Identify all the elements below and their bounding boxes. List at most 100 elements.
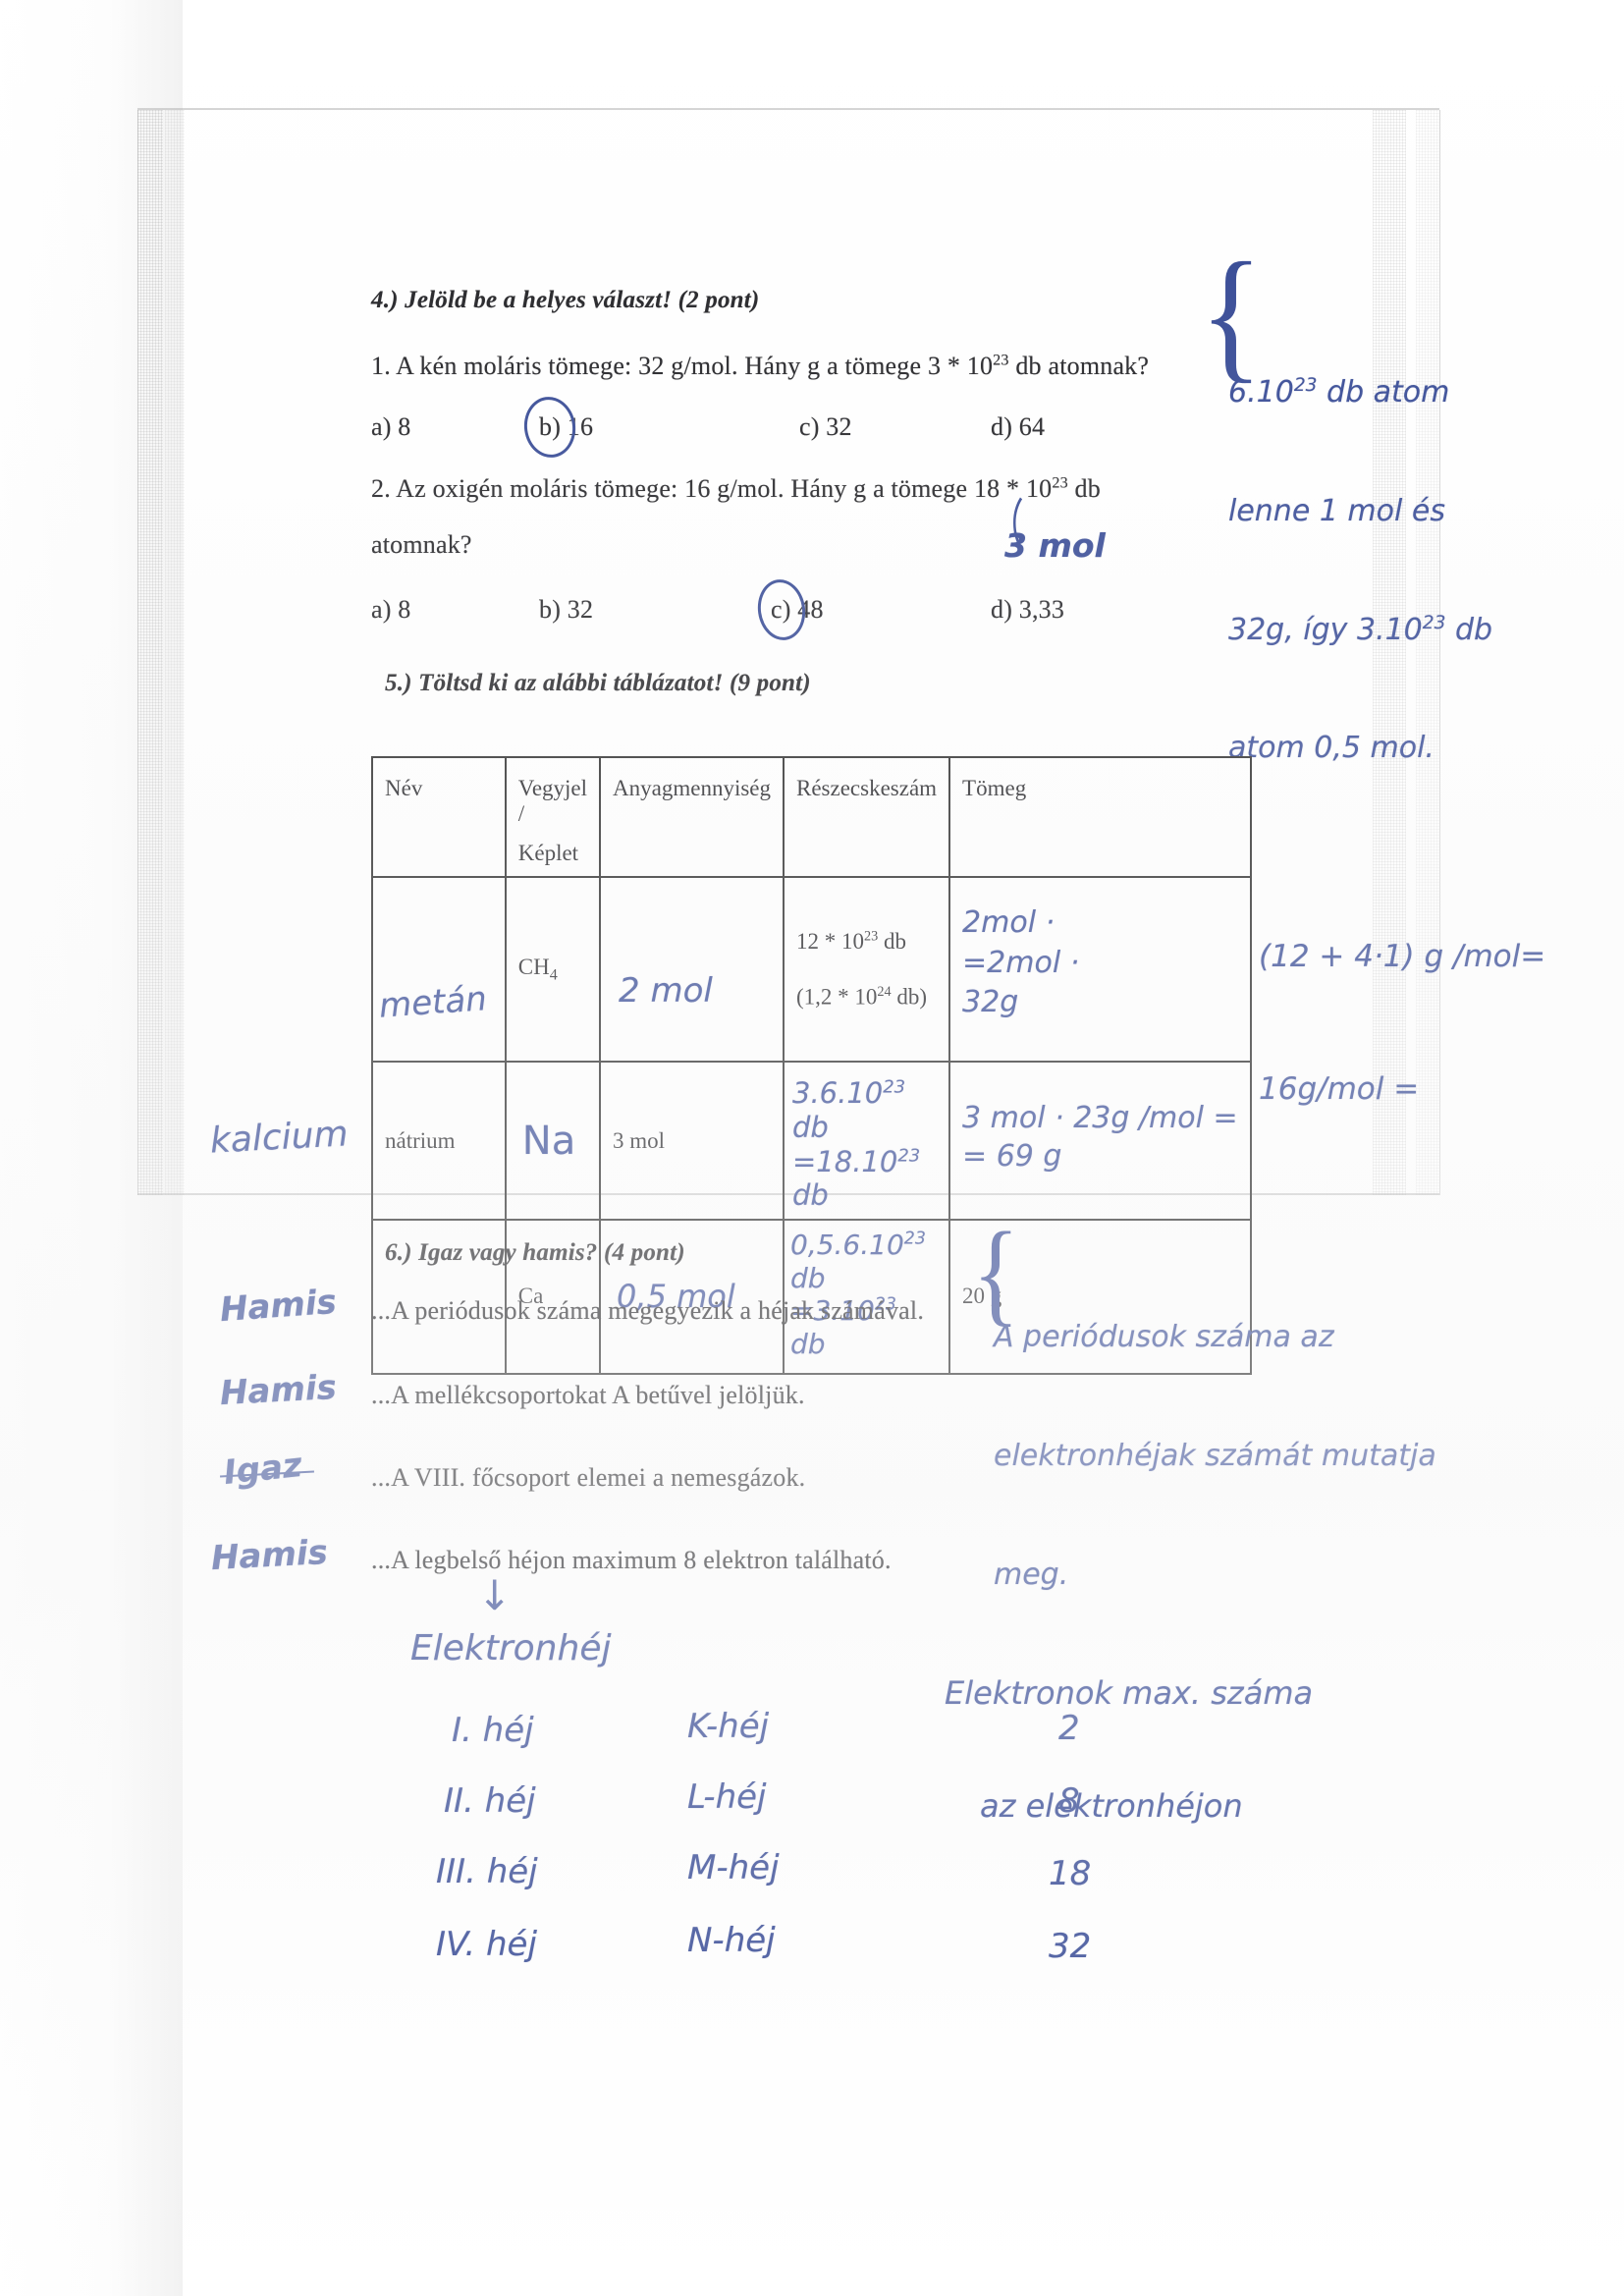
cell-reszecskeszam-metan-line2-exponent: 24 bbox=[877, 984, 892, 1000]
task4-margin-note-line1-c: db atom bbox=[1317, 375, 1450, 410]
task4-margin-note-line1: 6.1023 db atom bbox=[1228, 373, 1492, 412]
task6-statement-4-dots: ... bbox=[371, 1546, 392, 1574]
task4-q2-line1-exponent: 23 bbox=[1052, 474, 1068, 492]
scan-texture-band-left-inner bbox=[165, 110, 185, 1195]
shell-row-index-1: I. héj bbox=[452, 1711, 534, 1750]
shell-row-index-4: IV. héj bbox=[436, 1925, 537, 1964]
shell-row-max-1: 2 bbox=[1058, 1709, 1080, 1748]
cell-reszecskeszam-metan-line2-tail: db) bbox=[891, 984, 928, 1010]
cell-reszecskeszam-natrium-line1-b: db bbox=[792, 1110, 829, 1144]
cell-anyagmennyiseg-metan[interactable]: 2 mol bbox=[599, 876, 785, 1063]
task4-margin-note-line3-b: db bbox=[1445, 612, 1493, 647]
table-header-nev: Név bbox=[371, 756, 507, 878]
table-header-vegyjel: Vegyjel / Képlet bbox=[504, 756, 602, 878]
cell-vegyjel-metan-value: CH bbox=[517, 954, 550, 979]
task4-margin-note-line1-a: 6 bbox=[1228, 375, 1248, 410]
task4-q2-option-a[interactable]: a) 8 bbox=[371, 595, 411, 624]
shell-table-arrow-icon: ↓ bbox=[477, 1571, 513, 1619]
cell-tomeg-natrium-line1: 3 mol · 23g /mol = bbox=[962, 1100, 1238, 1135]
table-header-tomeg-label: Tömeg bbox=[962, 776, 1027, 800]
cell-vegyjel-natrium[interactable]: Na bbox=[504, 1060, 602, 1222]
cell-tomeg-natrium[interactable]: 3 mol · 23g /mol = = 69 g bbox=[948, 1060, 1252, 1222]
task6-statement-1-text: A periódusok száma megegyezik a héjak sz… bbox=[391, 1296, 925, 1325]
shell-row-max-2: 8 bbox=[1058, 1781, 1080, 1821]
task6-answer-3[interactable]: Igaz bbox=[222, 1445, 304, 1494]
task6-statement-3-text: A VIII. főcsoport elemei a nemesgázok. bbox=[391, 1463, 806, 1492]
shell-row-max-3: 18 bbox=[1049, 1854, 1092, 1893]
task4-q2-annotation: 3 mol bbox=[1004, 526, 1106, 565]
task6-statement-4: ...A legbelső héjon maximum 8 elektron t… bbox=[371, 1546, 892, 1575]
cell-reszecskeszam-metan-line1-main: 12 * 10 bbox=[796, 929, 864, 954]
cell-reszecskeszam-metan-line2-main: (1,2 * 10 bbox=[796, 984, 878, 1010]
cell-reszecskeszam-natrium-line2-exponent: 23 bbox=[897, 1144, 921, 1166]
cell-reszecskeszam-natrium-calc: 3.6.1023 db =18.1023 db bbox=[792, 1076, 933, 1213]
cell-anyagmennyiseg-natrium[interactable]: 3 mol bbox=[599, 1060, 785, 1222]
cell-tomeg-metan-calc: 2mol · =2mol · 32g bbox=[962, 903, 1238, 1023]
task4-q1-text-exponent: 23 bbox=[993, 352, 1009, 369]
task4-heading: 4.) Jelöld be a helyes választ! (2 pont) bbox=[371, 287, 760, 313]
table-header-vegyjel-line2: Képlet bbox=[517, 841, 579, 865]
cell-reszecskeszam-kalcium-line2-b: db bbox=[790, 1327, 826, 1360]
cell-reszecskeszam-natrium-line2: =18.1023 db bbox=[792, 1145, 933, 1214]
shell-row-name-1: K-héj bbox=[687, 1707, 770, 1746]
cell-tomeg-metan-overflow: (12 + 4·1) g /mol= 16g/mol = bbox=[1259, 847, 1545, 1200]
cell-tomeg-metan-overflow-line2: 16g/mol = bbox=[1259, 1070, 1420, 1107]
task4-margin-note: 6.1023 db atom lenne 1 mol és 32g, így 3… bbox=[1228, 295, 1492, 847]
task4-q2-selection-circle-c bbox=[753, 575, 810, 644]
task4-q1-option-a[interactable]: a) 8 bbox=[371, 412, 411, 441]
task4-q1-option-c[interactable]: c) 32 bbox=[799, 412, 852, 441]
shell-table-header-right-line2: az elektronhéjon bbox=[980, 1786, 1243, 1825]
task5-heading: 5.) Töltsd ki az alábbi táblázatot! (9 p… bbox=[385, 670, 811, 696]
cell-reszecskeszam-kalcium-calc: 0,5.6.1023 db =3.1023 db bbox=[790, 1229, 931, 1360]
cell-reszecskeszam-metan[interactable]: 12 * 1023 db (1,2 * 1024 db) bbox=[782, 876, 951, 1063]
scan-edge-left bbox=[137, 110, 138, 1195]
cell-tomeg-metan[interactable]: 2mol · =2mol · 32g bbox=[948, 876, 1252, 1063]
task6-margin-note-line2: elektronhéjak számát mutatja bbox=[994, 1438, 1436, 1473]
task6-statement-3: ...A VIII. főcsoport elemei a nemesgázok… bbox=[371, 1463, 805, 1493]
task4-margin-note-line1-exponent: 23 bbox=[1293, 375, 1318, 397]
table-row: metán CH4 2 mol 12 * 1023 db (1,2 * 1024… bbox=[371, 876, 1252, 1063]
cell-reszecskeszam-natrium[interactable]: 3.6.1023 db =18.1023 db bbox=[782, 1060, 951, 1222]
cell-reszecskeszam-kalcium-line1-b: db bbox=[790, 1261, 826, 1294]
task4-margin-note-line1-b: .10 bbox=[1247, 375, 1294, 410]
cell-reszecskeszam-metan-line1-exponent: 23 bbox=[864, 928, 879, 945]
task4-q2-option-d[interactable]: d) 3,33 bbox=[991, 595, 1065, 624]
task4-q2-line1-tail: db bbox=[1067, 474, 1101, 503]
task6-answer-1[interactable]: Hamis bbox=[218, 1282, 338, 1331]
task6-answer-4[interactable]: Hamis bbox=[209, 1532, 329, 1579]
cell-nev-natrium-value: nátrium bbox=[385, 1127, 456, 1153]
cell-tomeg-metan-overflow-line1: (12 + 4·1) g /mol= bbox=[1259, 938, 1546, 974]
task6-statement-2-dots: ... bbox=[371, 1381, 392, 1409]
cell-reszecskeszam-natrium-line1: 3.6.1023 db bbox=[792, 1076, 933, 1145]
shell-table-header-left: Elektronhéj bbox=[410, 1628, 612, 1668]
cell-tomeg-metan-line2: =2mol · bbox=[962, 945, 1080, 980]
shell-row-max-4: 32 bbox=[1049, 1927, 1092, 1966]
task4-margin-note-line2: lenne 1 mol és bbox=[1228, 493, 1445, 528]
task4-q1-text-tail: db atomnak? bbox=[1008, 352, 1150, 380]
cell-nev-kalcium-value: kalcium bbox=[208, 1114, 350, 1162]
cell-reszecskeszam-kalcium-line1-exponent: 23 bbox=[903, 1229, 926, 1249]
shell-row-index-2: II. héj bbox=[444, 1781, 536, 1821]
task6-statement-2: ...A mellékcsoportokat A betűvel jelöljü… bbox=[371, 1381, 805, 1410]
task6-statement-1: ...A periódusok száma megegyezik a héjak… bbox=[371, 1296, 924, 1326]
task4-q2-option-b[interactable]: b) 32 bbox=[539, 595, 594, 624]
cell-reszecskeszam-metan-line1: 12 * 1023 db bbox=[796, 928, 906, 954]
cell-vegyjel-metan[interactable]: CH4 bbox=[504, 876, 602, 1063]
cell-vegyjel-natrium-value: Na bbox=[521, 1118, 576, 1164]
task6-answer-2[interactable]: Hamis bbox=[218, 1367, 338, 1414]
cell-reszecskeszam-natrium-line1-a: 3.6.10 bbox=[792, 1076, 884, 1110]
table-header-anyagmennyiseg-label: Anyagmennyiség bbox=[613, 776, 771, 800]
cell-reszecskeszam-natrium-line1-exponent: 23 bbox=[883, 1076, 906, 1098]
task6-margin-note-line3: meg. bbox=[994, 1557, 1069, 1592]
task4-margin-note-line4: atom 0,5 mol. bbox=[1228, 731, 1435, 766]
cell-nev-natrium[interactable]: nátrium bbox=[371, 1060, 507, 1222]
shell-row-name-2: L-héj bbox=[687, 1777, 767, 1817]
cell-reszecskeszam-metan-line1-tail: db bbox=[878, 929, 906, 954]
task6-margin-note-line1: A periódusok száma az bbox=[994, 1320, 1334, 1355]
table-row: nátrium Na 3 mol 3.6.1023 db =18.1023 db bbox=[371, 1060, 1252, 1222]
task4-q1-option-d[interactable]: d) 64 bbox=[991, 412, 1046, 441]
cell-nev-metan-value: metán bbox=[377, 979, 489, 1026]
task4-q1-text-main: 1. A kén moláris tömege: 32 g/mol. Hány … bbox=[371, 352, 994, 380]
cell-nev-metan[interactable]: metán bbox=[371, 876, 507, 1063]
